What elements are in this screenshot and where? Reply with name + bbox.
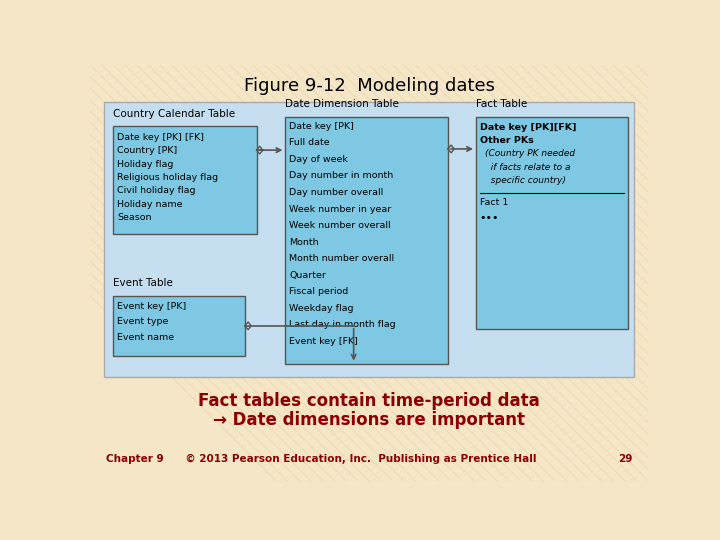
Text: Figure 9-12  Modeling dates: Figure 9-12 Modeling dates xyxy=(243,77,495,96)
Bar xyxy=(113,296,245,356)
Text: Date key [PK][FK]: Date key [PK][FK] xyxy=(480,123,576,132)
Text: Day number overall: Day number overall xyxy=(289,188,384,197)
Text: Day number in month: Day number in month xyxy=(289,171,393,180)
Text: Event key [PK]: Event key [PK] xyxy=(117,302,186,311)
Text: Holiday flag: Holiday flag xyxy=(117,159,174,168)
Text: Month number overall: Month number overall xyxy=(289,254,395,263)
Text: Event Table: Event Table xyxy=(113,278,173,288)
Bar xyxy=(285,117,448,363)
Text: Country Calendar Table: Country Calendar Table xyxy=(113,109,235,119)
Text: Fact tables contain time-period data: Fact tables contain time-period data xyxy=(198,392,540,410)
Bar xyxy=(476,117,628,329)
Text: → Date dimensions are important: → Date dimensions are important xyxy=(213,411,525,429)
Text: Week number overall: Week number overall xyxy=(289,221,391,230)
Text: •••: ••• xyxy=(480,213,500,222)
Text: Fact Table: Fact Table xyxy=(476,99,527,110)
Text: Week number in year: Week number in year xyxy=(289,205,392,213)
Text: Event key [FK]: Event key [FK] xyxy=(289,337,358,346)
Text: if facts relate to a: if facts relate to a xyxy=(485,163,571,172)
Text: 29: 29 xyxy=(618,454,632,464)
Text: Event type: Event type xyxy=(117,318,168,326)
Text: Other PKs: Other PKs xyxy=(480,137,534,145)
Text: Quarter: Quarter xyxy=(289,271,326,280)
Text: Civil holiday flag: Civil holiday flag xyxy=(117,186,196,195)
Text: Chapter 9      © 2013 Pearson Education, Inc.  Publishing as Prentice Hall: Chapter 9 © 2013 Pearson Education, Inc.… xyxy=(106,454,536,464)
Text: Full date: Full date xyxy=(289,138,330,147)
Text: Event name: Event name xyxy=(117,333,174,342)
Text: Date Dimension Table: Date Dimension Table xyxy=(285,99,399,110)
Text: Season: Season xyxy=(117,213,152,222)
Text: Holiday name: Holiday name xyxy=(117,200,183,209)
Text: Weekday flag: Weekday flag xyxy=(289,304,354,313)
Text: Last day in month flag: Last day in month flag xyxy=(289,320,396,329)
Text: Fiscal period: Fiscal period xyxy=(289,287,348,296)
Text: Date key [PK] [FK]: Date key [PK] [FK] xyxy=(117,132,204,141)
Text: Month: Month xyxy=(289,238,319,247)
Text: Fact 1: Fact 1 xyxy=(480,198,508,207)
Text: Day of week: Day of week xyxy=(289,155,348,164)
Text: (Country PK needed: (Country PK needed xyxy=(485,150,575,159)
Bar xyxy=(113,126,256,234)
Text: Date key [PK]: Date key [PK] xyxy=(289,122,354,131)
Bar xyxy=(104,102,634,377)
Text: specific country): specific country) xyxy=(485,176,566,185)
Text: Country [PK]: Country [PK] xyxy=(117,146,177,155)
Text: Religious holiday flag: Religious holiday flag xyxy=(117,173,218,182)
